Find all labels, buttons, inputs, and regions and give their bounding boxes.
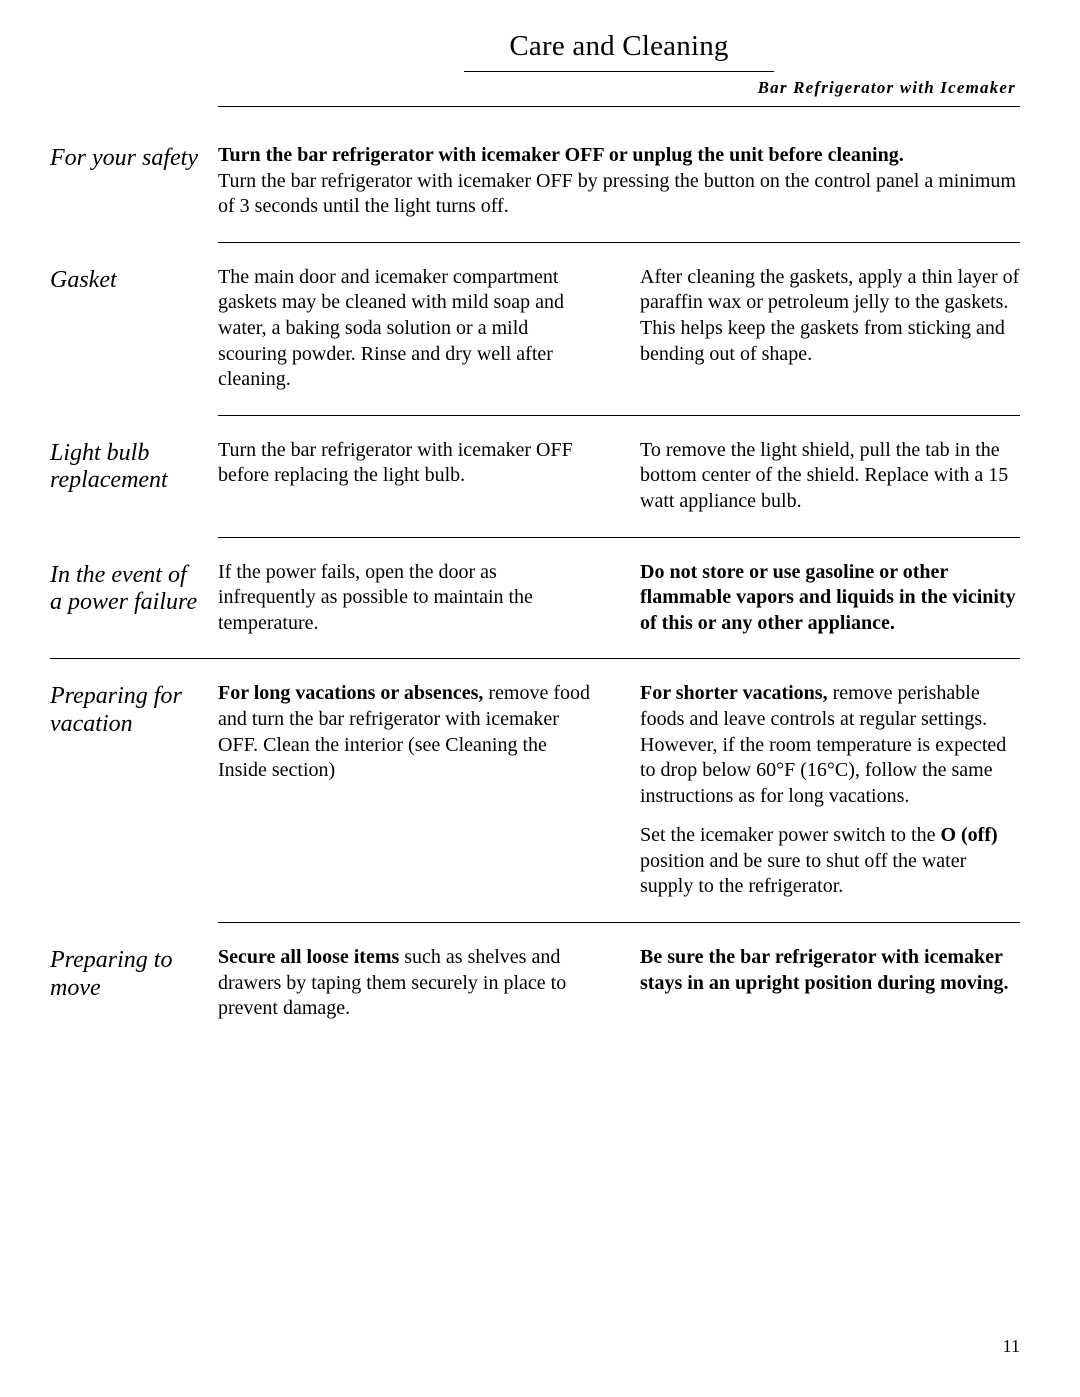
section-label: Gasket [50, 267, 200, 295]
move-right-bold: Be sure the bar refrigerator with icemak… [640, 946, 1008, 994]
page-header: Care and Cleaning Bar Refrigerator with … [218, 30, 1020, 107]
section-divider [218, 537, 1020, 538]
vacation-right-p2b: O (off) [940, 824, 997, 846]
section-label-col: Preparing to move [50, 945, 218, 1022]
header-rule [218, 106, 1020, 107]
powerfail-right: Do not store or use gasoline or other fl… [640, 560, 1020, 637]
section-gasket: Gasket The main door and icemaker compar… [50, 265, 1020, 393]
lightbulb-left: Turn the bar refrigerator with icemaker … [218, 438, 598, 515]
vacation-right: For shorter vacations, remove perishable… [640, 681, 1020, 900]
section-label: In the event of a power failure [50, 562, 200, 617]
section-lightbulb: Light bulb replacement Turn the bar refr… [50, 438, 1020, 515]
vacation-right-p2a: Set the icemaker power switch to the [640, 824, 940, 846]
move-left-bold: Secure all loose items [218, 946, 399, 968]
safety-text: Turn the bar refrigerator with icemaker … [218, 143, 1020, 220]
section-label: Preparing to move [50, 947, 200, 1002]
gasket-left: The main door and icemaker compartment g… [218, 265, 598, 393]
section-label-col: Light bulb replacement [50, 438, 218, 515]
section-label: Preparing for vacation [50, 683, 200, 738]
page-number: 11 [1003, 1336, 1020, 1357]
page-title: Care and Cleaning [218, 30, 1020, 63]
section-power-failure: In the event of a power failure If the p… [50, 560, 1020, 637]
vacation-left: For long vacations or absences, remove f… [218, 681, 598, 900]
vacation-left-bold: For long vacations or absences, [218, 682, 483, 704]
section-body: For long vacations or absences, remove f… [218, 681, 1020, 900]
section-label-col: In the event of a power failure [50, 560, 218, 637]
section-divider [218, 242, 1020, 243]
section-vacation: Preparing for vacation For long vacation… [50, 681, 1020, 900]
section-divider [218, 922, 1020, 923]
section-safety: For your safety Turn the bar refrigerato… [50, 143, 1020, 220]
section-body: If the power fails, open the door as inf… [218, 560, 1020, 637]
vacation-right-p1-bold: For shorter vacations, [640, 682, 828, 704]
section-label-col: Gasket [50, 265, 218, 393]
gasket-right: After cleaning the gaskets, apply a thin… [640, 265, 1020, 393]
section-body: Turn the bar refrigerator with icemaker … [218, 438, 1020, 515]
powerfail-right-bold: Do not store or use gasoline or other fl… [640, 561, 1016, 634]
section-divider-wide [50, 658, 1020, 659]
section-label-col: Preparing for vacation [50, 681, 218, 900]
move-left: Secure all loose items such as shelves a… [218, 945, 598, 1022]
section-label-col: For your safety [50, 143, 218, 220]
powerfail-left: If the power fails, open the door as inf… [218, 560, 598, 637]
section-label: For your safety [50, 145, 200, 173]
safety-rest: Turn the bar refrigerator with icemaker … [218, 170, 1016, 218]
section-label: Light bulb replacement [50, 440, 200, 495]
lightbulb-right: To remove the light shield, pull the tab… [640, 438, 1020, 515]
vacation-right-p2c: position and be sure to shut off the wat… [640, 850, 966, 898]
page-subtitle: Bar Refrigerator with Icemaker [218, 78, 1020, 98]
section-body: Turn the bar refrigerator with icemaker … [218, 143, 1020, 220]
section-move: Preparing to move Secure all loose items… [50, 945, 1020, 1022]
safety-bold-line: Turn the bar refrigerator with icemaker … [218, 144, 904, 166]
section-body: The main door and icemaker compartment g… [218, 265, 1020, 393]
section-divider [218, 415, 1020, 416]
title-rule [464, 71, 774, 72]
manual-page: Care and Cleaning Bar Refrigerator with … [0, 0, 1080, 1022]
section-body: Secure all loose items such as shelves a… [218, 945, 1020, 1022]
move-right: Be sure the bar refrigerator with icemak… [640, 945, 1020, 1022]
